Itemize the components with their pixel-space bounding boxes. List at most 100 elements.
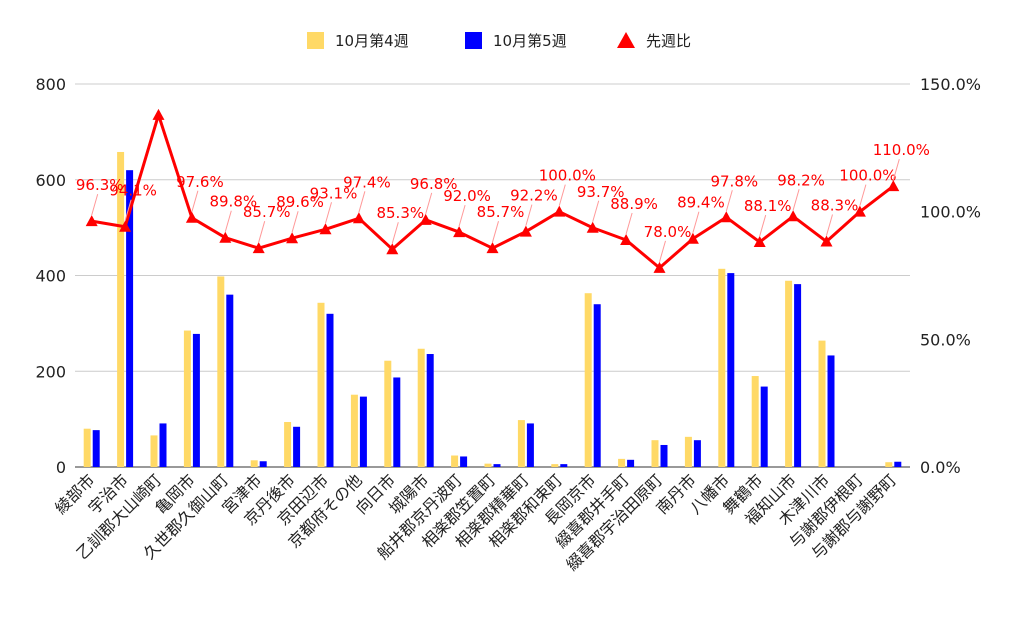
bar-10月第4週 bbox=[751, 376, 759, 467]
bar-10月第5週 bbox=[794, 284, 802, 467]
point-先週比 bbox=[820, 235, 833, 247]
bar-10月第4週 bbox=[384, 360, 392, 467]
point-先週比 bbox=[219, 231, 232, 243]
y-tick-label: 400 bbox=[35, 267, 66, 286]
point-先週比 bbox=[319, 223, 332, 235]
data-label: 89.4% bbox=[677, 194, 725, 212]
bar-10月第5週 bbox=[894, 461, 902, 467]
legend-swatch bbox=[465, 32, 482, 49]
y-tick-label: 800 bbox=[35, 75, 66, 94]
bar-10月第5週 bbox=[92, 430, 100, 467]
data-label-leader bbox=[558, 184, 566, 206]
data-label-leader bbox=[592, 200, 600, 222]
point-先週比 bbox=[85, 215, 98, 227]
bar-10月第5週 bbox=[226, 294, 234, 467]
data-label-leader bbox=[191, 190, 199, 212]
data-label: 85.3% bbox=[376, 204, 424, 222]
point-先週比 bbox=[519, 225, 532, 237]
data-label-leader bbox=[358, 191, 366, 213]
y2-tick-label: 150.0% bbox=[920, 75, 981, 94]
point-先週比 bbox=[686, 232, 699, 244]
bar-10月第5週 bbox=[460, 456, 468, 467]
bar-10月第4週 bbox=[417, 348, 425, 467]
data-label-leader bbox=[91, 193, 99, 216]
data-label-leader bbox=[759, 214, 767, 237]
data-label: 85.7% bbox=[243, 203, 291, 221]
point-先週比 bbox=[653, 261, 666, 273]
data-label: 97.8% bbox=[710, 172, 758, 190]
bar-10月第4週 bbox=[484, 463, 492, 467]
legend-swatch bbox=[307, 32, 324, 49]
data-label: 88.1% bbox=[744, 197, 792, 215]
bar-10月第5週 bbox=[693, 440, 701, 467]
bar-10月第5週 bbox=[593, 304, 601, 467]
data-label-leader bbox=[124, 199, 132, 221]
bar-10月第4週 bbox=[818, 340, 826, 467]
data-label: 96.8% bbox=[410, 175, 458, 193]
data-label-leader bbox=[826, 214, 833, 236]
data-label: 89.6% bbox=[276, 193, 324, 211]
point-先週比 bbox=[419, 213, 432, 225]
bar-10月第4週 bbox=[651, 440, 659, 467]
y-tick-label: 600 bbox=[35, 171, 66, 190]
bar-10月第4週 bbox=[718, 268, 726, 467]
data-label: 92.0% bbox=[443, 187, 491, 205]
data-label-leader bbox=[291, 211, 299, 233]
bar-10月第5週 bbox=[326, 313, 334, 467]
data-label-leader bbox=[625, 212, 633, 235]
point-先週比 bbox=[586, 221, 599, 233]
y-tick-label: 200 bbox=[35, 362, 66, 381]
data-label: 97.6% bbox=[176, 173, 224, 191]
legend-label: 先週比 bbox=[646, 32, 691, 50]
y2-tick-label: 100.0% bbox=[920, 203, 981, 222]
bar-10月第5週 bbox=[293, 426, 301, 467]
bar-10月第4週 bbox=[250, 460, 258, 467]
data-label-leader bbox=[425, 192, 433, 214]
y2-tick-label: 50.0% bbox=[920, 330, 971, 349]
data-label: 78.0% bbox=[644, 223, 692, 241]
bar-10月第4週 bbox=[517, 420, 525, 467]
bar-10月第5週 bbox=[760, 386, 768, 467]
data-label: 100.0% bbox=[839, 167, 896, 185]
data-label: 96.3% bbox=[76, 176, 124, 194]
data-label: 110.0% bbox=[873, 141, 930, 159]
point-先週比 bbox=[286, 232, 299, 244]
data-label: 89.8% bbox=[209, 193, 257, 211]
bar-10月第5週 bbox=[627, 459, 635, 467]
data-label: 88.3% bbox=[811, 197, 859, 215]
data-label: 93.1% bbox=[310, 184, 358, 202]
data-label-leader bbox=[325, 202, 332, 224]
bar-10月第4週 bbox=[284, 421, 292, 467]
bar-10月第4週 bbox=[83, 428, 91, 467]
bar-10月第4週 bbox=[451, 455, 459, 467]
point-先週比 bbox=[252, 242, 265, 254]
bar-10月第5週 bbox=[192, 333, 200, 467]
point-先週比 bbox=[720, 211, 733, 223]
bar-10月第5週 bbox=[727, 273, 735, 467]
data-label: 98.2% bbox=[777, 171, 825, 189]
point-先週比 bbox=[753, 236, 766, 248]
bar-10月第5週 bbox=[526, 423, 534, 467]
bar-10月第4週 bbox=[117, 151, 125, 468]
data-label-leader bbox=[224, 210, 232, 232]
data-label-leader bbox=[792, 189, 800, 211]
legend-label: 10月第5週 bbox=[493, 32, 567, 50]
legend-label: 10月第4週 bbox=[335, 32, 409, 50]
point-先週比 bbox=[887, 180, 900, 192]
data-label-leader bbox=[525, 204, 533, 226]
data-label-leader bbox=[458, 204, 466, 227]
bar-10月第4週 bbox=[684, 436, 692, 467]
point-先週比 bbox=[386, 243, 399, 255]
data-label: 85.7% bbox=[477, 203, 525, 221]
point-先週比 bbox=[787, 210, 800, 222]
point-先週比 bbox=[486, 242, 499, 254]
data-label-leader bbox=[859, 184, 867, 206]
legend-swatch bbox=[617, 32, 635, 48]
data-label: 100.0% bbox=[539, 167, 596, 185]
y-tick-label: 0 bbox=[56, 458, 66, 477]
point-先週比 bbox=[352, 212, 365, 224]
data-label-leader bbox=[659, 240, 666, 262]
point-先週比 bbox=[185, 211, 198, 223]
